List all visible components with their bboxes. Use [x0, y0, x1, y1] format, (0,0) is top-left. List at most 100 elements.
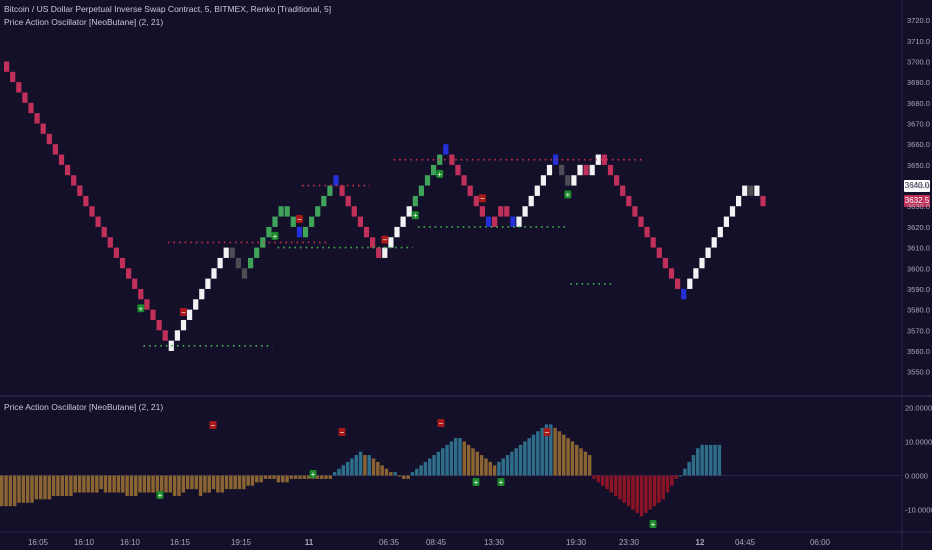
osc-bar [51, 475, 56, 496]
renko-brick [272, 216, 278, 227]
main-buy-signal: + [137, 304, 145, 313]
renko-brick [223, 247, 229, 258]
renko-brick [662, 257, 668, 269]
time-tick-label: 19:15 [231, 538, 252, 547]
main-buy-signal-box [271, 231, 279, 240]
osc-bar [25, 475, 30, 503]
osc-bar [259, 475, 263, 483]
renko-brick [467, 185, 473, 196]
osc-bar [406, 475, 410, 479]
main-buy-signal: + [271, 231, 279, 241]
osc-bar [402, 475, 406, 479]
renko-brick [675, 278, 681, 289]
osc-bar [527, 438, 531, 476]
osc-bar [700, 444, 704, 476]
osc-sell-signal-box [209, 421, 217, 429]
renko-brick [22, 92, 28, 103]
renko-brick [638, 216, 644, 227]
osc-bar [276, 475, 281, 483]
osc-bar [77, 475, 82, 493]
osc-tick-label: 20.0000 [905, 403, 932, 412]
osc-sell-signal-glyph: − [545, 428, 550, 437]
osc-bar [12, 475, 17, 507]
osc-buy-signal: + [472, 478, 480, 487]
price-tick-label: 3580.0 [907, 306, 930, 315]
osc-bar [90, 475, 95, 493]
osc-bar [639, 475, 644, 517]
renko-brick [699, 257, 705, 269]
osc-bar [652, 475, 657, 507]
osc-bar [514, 448, 518, 476]
osc-bar [64, 475, 69, 496]
osc-bar [220, 475, 224, 493]
renko-brick [333, 175, 339, 186]
osc-bar [207, 475, 211, 493]
osc-bar [138, 475, 142, 493]
osc-sell-signal-glyph: − [340, 428, 345, 437]
osc-bar [579, 448, 583, 476]
renko-brick [83, 195, 89, 207]
renko-brick [296, 226, 302, 238]
osc-bar [466, 444, 471, 476]
osc-bar [345, 461, 350, 476]
price-tick-label: 3570.0 [907, 326, 930, 335]
osc-bar [674, 475, 678, 479]
renko-brick [601, 154, 607, 165]
osc-sell-signal-box [437, 419, 445, 427]
renko-brick [315, 206, 321, 217]
price-tick-label: 3660.0 [907, 140, 930, 149]
osc-bar [648, 475, 652, 510]
main-sell-signal: − [381, 235, 389, 245]
renko-brick [132, 278, 138, 289]
renko-brick [559, 164, 565, 176]
osc-bar [142, 475, 147, 493]
osc-bar [665, 475, 670, 493]
renko-brick [290, 216, 296, 227]
osc-bar [302, 475, 307, 479]
indicator-title: Price Action Oscillator [NeoButane] (2, … [4, 17, 164, 27]
renko-brick [357, 216, 363, 227]
osc-bar [475, 451, 480, 476]
main-sell-signal-box [381, 235, 389, 244]
main-buy-signal-box [564, 190, 572, 199]
osc-bar [190, 475, 194, 490]
osc-bar [129, 475, 134, 496]
price-tick-label: 3700.0 [907, 57, 930, 66]
renko-brick [187, 309, 193, 320]
osc-bar [354, 455, 358, 476]
osc-bar [0, 475, 4, 507]
osc-bar [21, 475, 26, 503]
osc-bar [410, 472, 415, 476]
osc-bar [224, 475, 229, 490]
osc-bar [315, 475, 320, 479]
osc-bar [596, 475, 601, 483]
osc-bar [678, 475, 683, 477]
osc-bar [587, 455, 592, 476]
main-sell-signal-glyph: − [181, 308, 186, 317]
renko-brick [620, 185, 626, 196]
osc-bar [185, 475, 190, 490]
price-tick-label: 3590.0 [907, 285, 930, 294]
osc-bar [194, 475, 199, 490]
osc-bar [553, 427, 557, 476]
osc-bar [389, 472, 393, 476]
osc-bar [709, 444, 713, 476]
osc-sell-signal: − [209, 421, 217, 430]
price-tick-label: 3560.0 [907, 347, 930, 356]
renko-brick [443, 144, 449, 155]
main-buy-signal-box [436, 169, 444, 178]
osc-bar [510, 451, 514, 476]
renko-brick [565, 175, 571, 186]
osc-bar [293, 475, 298, 479]
osc-bar [47, 475, 52, 500]
osc-bar [445, 444, 449, 476]
osc-bar [657, 475, 661, 503]
renko-brick [376, 247, 382, 258]
main-buy-signal: + [564, 190, 572, 200]
renko-brick [40, 123, 46, 134]
osc-bar [237, 475, 242, 490]
renko-brick [4, 61, 10, 72]
osc-bar [644, 475, 648, 513]
renko-brick [71, 175, 77, 186]
